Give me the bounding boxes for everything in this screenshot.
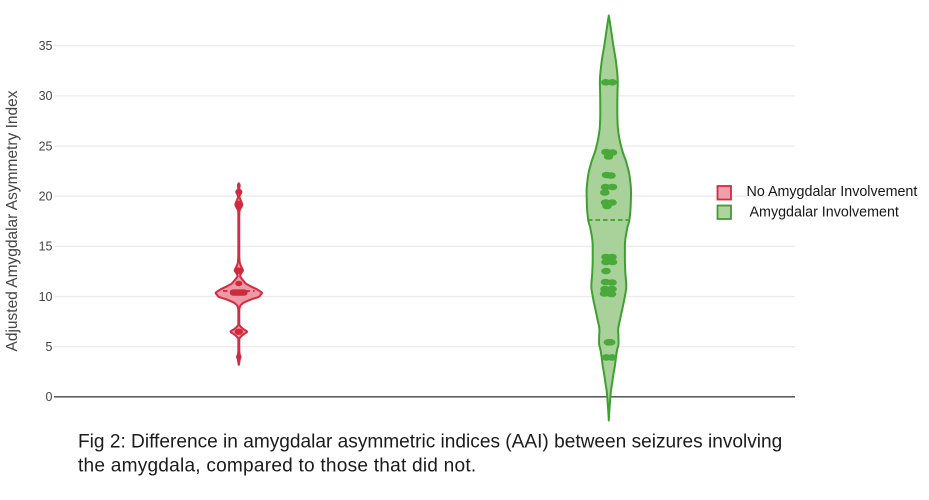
- svg-text:35: 35: [39, 39, 53, 53]
- svg-text:10: 10: [39, 290, 53, 304]
- svg-text:No Amygdalar Involvement: No Amygdalar Involvement: [747, 184, 918, 200]
- svg-text:30: 30: [39, 89, 53, 103]
- svg-text:15: 15: [39, 240, 53, 254]
- svg-text:5: 5: [46, 340, 53, 354]
- svg-text:Fig 2: Difference in amygdalar: Fig 2: Difference in amygdalar asymmetri…: [78, 432, 782, 453]
- svg-text:20: 20: [39, 190, 53, 204]
- svg-text:Amygdalar Involvement: Amygdalar Involvement: [750, 205, 899, 221]
- svg-text:0: 0: [46, 390, 53, 404]
- svg-text:the amygdala, compared to thos: the amygdala, compared to those that did…: [78, 456, 476, 477]
- svg-text:25: 25: [39, 139, 53, 153]
- svg-text:Adjusted Amygdalar Asymmetry I: Adjusted Amygdalar Asymmetry Index: [4, 90, 21, 351]
